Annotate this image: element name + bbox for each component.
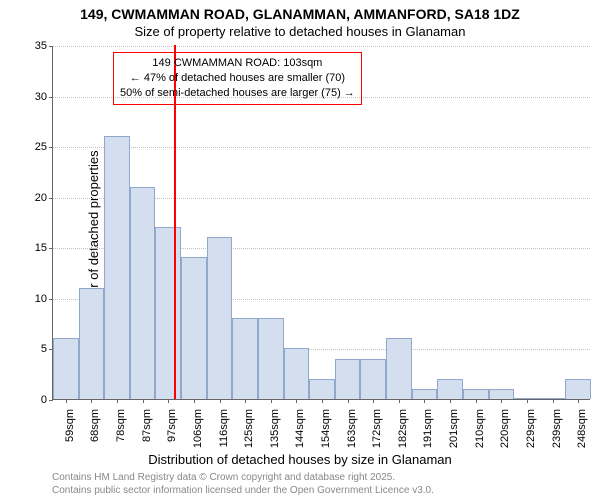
xtick-mark bbox=[450, 399, 451, 403]
chart-container: 149, CWMAMMAN ROAD, GLANAMMAN, AMMANFORD… bbox=[0, 0, 600, 500]
xtick-label: 163sqm bbox=[346, 409, 358, 448]
xtick-mark bbox=[399, 399, 400, 403]
ytick-mark bbox=[49, 147, 53, 148]
ytick-label: 15 bbox=[35, 242, 47, 254]
annotation-line1: 149 CWMAMMAN ROAD: 103sqm bbox=[120, 56, 355, 71]
histogram-bar bbox=[386, 338, 412, 399]
histogram-bar bbox=[437, 379, 463, 399]
ytick-label: 35 bbox=[35, 40, 47, 52]
annotation-line2: ← 47% of detached houses are smaller (70… bbox=[120, 71, 355, 86]
xtick-label: 125sqm bbox=[243, 409, 255, 448]
histogram-bar bbox=[360, 359, 386, 399]
xtick-label: 210sqm bbox=[474, 409, 486, 448]
histogram-bar bbox=[181, 257, 207, 399]
xtick-label: 87sqm bbox=[141, 409, 153, 442]
plot-area: 0510152025303559sqm68sqm78sqm87sqm97sqm1… bbox=[52, 46, 590, 400]
ytick-mark bbox=[49, 198, 53, 199]
xtick-label: 182sqm bbox=[397, 409, 409, 448]
xtick-mark bbox=[66, 399, 67, 403]
ytick-mark bbox=[49, 97, 53, 98]
xtick-mark bbox=[373, 399, 374, 403]
xtick-mark bbox=[322, 399, 323, 403]
xtick-label: 220sqm bbox=[499, 409, 511, 448]
histogram-bar bbox=[53, 338, 79, 399]
histogram-bar bbox=[79, 288, 105, 399]
ytick-label: 0 bbox=[41, 394, 47, 406]
histogram-bar bbox=[207, 237, 233, 399]
annotation-line3: 50% of semi-detached houses are larger (… bbox=[120, 86, 355, 101]
xtick-label: 172sqm bbox=[371, 409, 383, 448]
ytick-label: 20 bbox=[35, 192, 47, 204]
histogram-bar bbox=[130, 187, 156, 399]
histogram-bar bbox=[232, 318, 258, 399]
histogram-bar bbox=[412, 389, 438, 399]
xtick-label: 239sqm bbox=[551, 409, 563, 448]
ytick-mark bbox=[49, 46, 53, 47]
xtick-mark bbox=[271, 399, 272, 403]
histogram-bar bbox=[335, 359, 361, 399]
footer-line2: Contains public sector information licen… bbox=[52, 485, 434, 496]
histogram-bar bbox=[565, 379, 591, 399]
histogram-bar bbox=[284, 348, 310, 399]
ytick-label: 30 bbox=[35, 91, 47, 103]
xtick-mark bbox=[91, 399, 92, 403]
ytick-mark bbox=[49, 400, 53, 401]
xtick-mark bbox=[296, 399, 297, 403]
xtick-mark bbox=[194, 399, 195, 403]
histogram-bar bbox=[489, 389, 515, 399]
xtick-mark bbox=[168, 399, 169, 403]
xtick-label: 135sqm bbox=[269, 409, 281, 448]
xtick-mark bbox=[527, 399, 528, 403]
histogram-bar bbox=[155, 227, 181, 399]
xtick-label: 97sqm bbox=[166, 409, 178, 442]
xtick-label: 68sqm bbox=[89, 409, 101, 442]
xtick-mark bbox=[220, 399, 221, 403]
annotation-box: 149 CWMAMMAN ROAD: 103sqm ← 47% of detac… bbox=[113, 52, 362, 105]
xtick-mark bbox=[578, 399, 579, 403]
histogram-bar bbox=[258, 318, 284, 399]
xtick-label: 59sqm bbox=[64, 409, 76, 442]
xtick-label: 116sqm bbox=[218, 409, 230, 447]
gridline bbox=[53, 147, 590, 148]
ytick-label: 5 bbox=[41, 343, 47, 355]
xtick-mark bbox=[501, 399, 502, 403]
histogram-bar bbox=[104, 136, 130, 399]
xtick-label: 248sqm bbox=[576, 409, 588, 448]
xtick-label: 201sqm bbox=[448, 409, 460, 448]
xtick-mark bbox=[245, 399, 246, 403]
xtick-mark bbox=[424, 399, 425, 403]
histogram-bar bbox=[463, 389, 489, 399]
xtick-label: 78sqm bbox=[115, 409, 127, 442]
xtick-label: 144sqm bbox=[294, 409, 306, 448]
xtick-label: 154sqm bbox=[320, 409, 332, 448]
chart-title-line2: Size of property relative to detached ho… bbox=[0, 24, 600, 39]
xtick-mark bbox=[476, 399, 477, 403]
xtick-mark bbox=[143, 399, 144, 403]
histogram-bar bbox=[309, 379, 335, 399]
gridline bbox=[53, 46, 590, 47]
xtick-mark bbox=[348, 399, 349, 403]
xtick-mark bbox=[117, 399, 118, 403]
chart-title-line1: 149, CWMAMMAN ROAD, GLANAMMAN, AMMANFORD… bbox=[0, 6, 600, 22]
xtick-label: 229sqm bbox=[525, 409, 537, 448]
ytick-label: 25 bbox=[35, 141, 47, 153]
ytick-label: 10 bbox=[35, 293, 47, 305]
footer-line1: Contains HM Land Registry data © Crown c… bbox=[52, 472, 395, 483]
xtick-label: 191sqm bbox=[422, 409, 434, 448]
xtick-mark bbox=[553, 399, 554, 403]
ytick-mark bbox=[49, 248, 53, 249]
x-axis-label: Distribution of detached houses by size … bbox=[0, 452, 600, 467]
xtick-label: 106sqm bbox=[192, 409, 204, 448]
ytick-mark bbox=[49, 299, 53, 300]
